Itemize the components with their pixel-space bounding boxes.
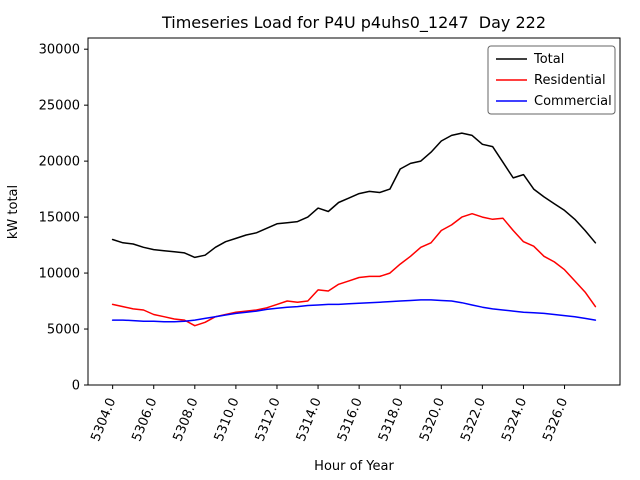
x-tick-label: 5318.0 <box>376 396 407 444</box>
x-tick-label: 5320.0 <box>417 396 448 444</box>
legend-label-commercial: Commercial <box>534 94 612 109</box>
y-tick-label: 5000 <box>47 323 80 338</box>
x-tick-label: 5312.0 <box>253 396 284 444</box>
y-tick-label: 20000 <box>39 155 80 170</box>
series-line-commercial <box>111 299 597 323</box>
legend-label-total: Total <box>533 52 564 67</box>
legend-box <box>487 45 616 115</box>
y-tick-label: 30000 <box>39 43 80 58</box>
y-tick-label: 0 <box>72 379 80 394</box>
series-lines <box>111 132 597 327</box>
x-tick-label: 5304.0 <box>88 396 119 444</box>
chart-title: Timeseries Load for P4U p4uhs0_1247 Day … <box>161 13 546 33</box>
x-tick-label: 5322.0 <box>458 396 489 444</box>
x-tick-label: 5308.0 <box>171 396 202 444</box>
x-tick-label: 5314.0 <box>294 396 325 444</box>
legend: Total Residential Commercial <box>487 45 616 115</box>
x-axis-label: Hour of Year <box>314 459 394 474</box>
x-tick-label: 5310.0 <box>212 396 243 444</box>
x-tick-label: 5306.0 <box>129 396 160 444</box>
x-tick-label: 5326.0 <box>540 396 571 444</box>
x-tick-label: 5316.0 <box>335 396 366 444</box>
x-tick-label: 5324.0 <box>499 396 530 444</box>
y-tick-label: 10000 <box>39 267 80 282</box>
y-axis-label: kW total <box>6 185 21 239</box>
series-line-residential <box>111 212 597 327</box>
series-line-total <box>111 132 597 259</box>
y-tick-label: 15000 <box>39 211 80 226</box>
y-tick-label: 25000 <box>39 99 80 114</box>
legend-label-residential: Residential <box>534 73 606 88</box>
